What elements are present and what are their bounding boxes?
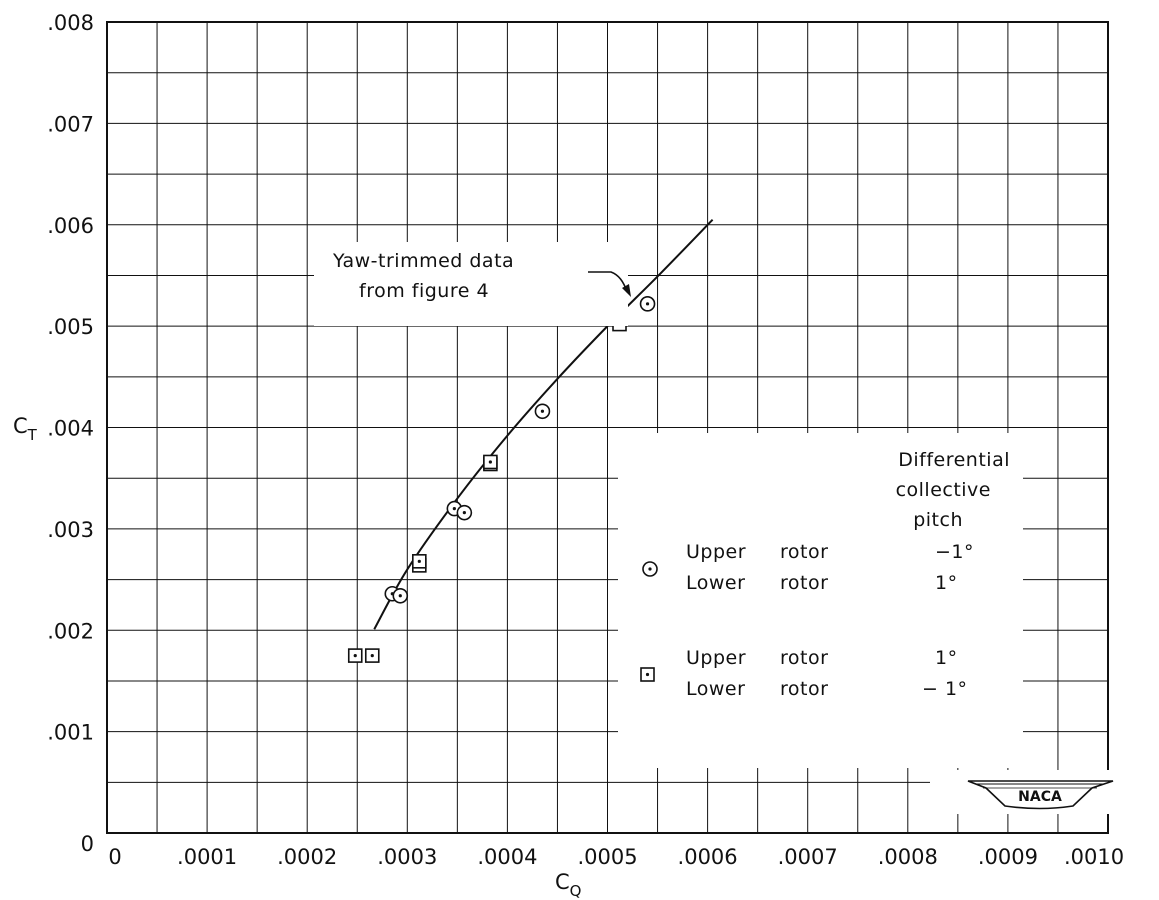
legend-entry-2-lower-pitch: − 1° xyxy=(922,678,968,700)
legend-entry-2-lower-rotor-word: rotor xyxy=(780,678,828,700)
legend: Differential collective pitch Upper roto… xyxy=(618,433,1023,768)
x-tick-label: .0001 xyxy=(177,845,237,869)
fitted-curve xyxy=(373,218,714,630)
x-tick-label: .0007 xyxy=(778,845,838,869)
data-point-square xyxy=(412,554,427,569)
legend-entry-2-lower-rotor: Lower xyxy=(686,678,745,700)
legend-entry-1-upper-rotor: Upper xyxy=(686,541,746,563)
x-axis-title: CQ xyxy=(555,870,581,900)
annotation-arrowhead xyxy=(622,284,631,297)
y-axis-title: CT xyxy=(13,414,38,444)
y-tick-label: .008 xyxy=(47,11,94,35)
legend-entry-1-lower-rotor-word: rotor xyxy=(780,572,828,594)
data-point-square xyxy=(347,648,363,663)
data-point-circle xyxy=(534,403,551,420)
data-point-circle xyxy=(639,296,656,312)
y-tick-label: .001 xyxy=(47,721,94,745)
x-tick-label: .0006 xyxy=(678,845,738,869)
y-tick-label: 0 xyxy=(81,832,94,856)
legend-marker-circle xyxy=(642,561,658,577)
legend-entry-2-upper-rotor-word: rotor xyxy=(780,647,828,669)
annotation-line-2: from figure 4 xyxy=(359,280,489,302)
x-tick-label: .0003 xyxy=(377,845,437,869)
annotation-line-1: Yaw-trimmed data xyxy=(332,250,514,272)
y-tick-label: .003 xyxy=(47,518,94,542)
data-point-square xyxy=(483,454,498,470)
plot-frame xyxy=(106,21,1109,834)
legend-title-line-1: Differential xyxy=(898,449,1010,471)
y-tick-labels: 0 .001 .002 .003 .004 .005 .006 .007 .008 xyxy=(47,11,94,856)
data-point-circle xyxy=(456,504,473,521)
x-tick-label: 0 xyxy=(108,845,121,869)
data-points-layer xyxy=(347,296,656,663)
y-tick-label: .006 xyxy=(47,214,94,238)
data-point-square xyxy=(364,648,380,663)
legend-entry-1-lower-rotor: Lower xyxy=(686,572,745,594)
legend-entry-2-upper-pitch: 1° xyxy=(935,647,958,669)
legend-entry-2-upper-rotor: Upper xyxy=(686,647,746,669)
legend-title-line-2: collective xyxy=(896,479,991,501)
y-tick-label: .004 xyxy=(47,417,94,441)
y-tick-label: .005 xyxy=(47,315,94,339)
x-tick-label: .0005 xyxy=(577,845,637,869)
x-tick-label: .0008 xyxy=(878,845,938,869)
data-point-circle xyxy=(392,587,409,604)
x-tick-label: .0004 xyxy=(477,845,537,869)
x-tick-label: .0010 xyxy=(1064,845,1124,869)
legend-background xyxy=(618,433,1023,768)
legend-entry-1-lower-pitch: 1° xyxy=(935,572,958,594)
x-tick-label: .0009 xyxy=(978,845,1038,869)
y-tick-label: .007 xyxy=(47,112,94,136)
y-tick-label: .002 xyxy=(47,619,94,643)
legend-marker-square xyxy=(640,667,655,682)
naca-logo: NACA xyxy=(930,770,1140,814)
annotation-background xyxy=(314,242,628,326)
x-tick-labels: 0 .0001 .0002 .0003 .0004 .0005 .0006 .0007 .000… xyxy=(108,845,1124,869)
x-tick-label: .0002 xyxy=(277,845,337,869)
naca-logo-text: NACA xyxy=(1018,789,1062,805)
legend-entry-1-upper-pitch: −1° xyxy=(935,541,974,563)
legend-title-line-3: pitch xyxy=(913,509,963,531)
legend-entry-1-upper-rotor-word: rotor xyxy=(780,541,828,563)
fitted-curve-layer xyxy=(373,218,714,630)
annotation: Yaw-trimmed data from figure 4 xyxy=(314,242,631,326)
